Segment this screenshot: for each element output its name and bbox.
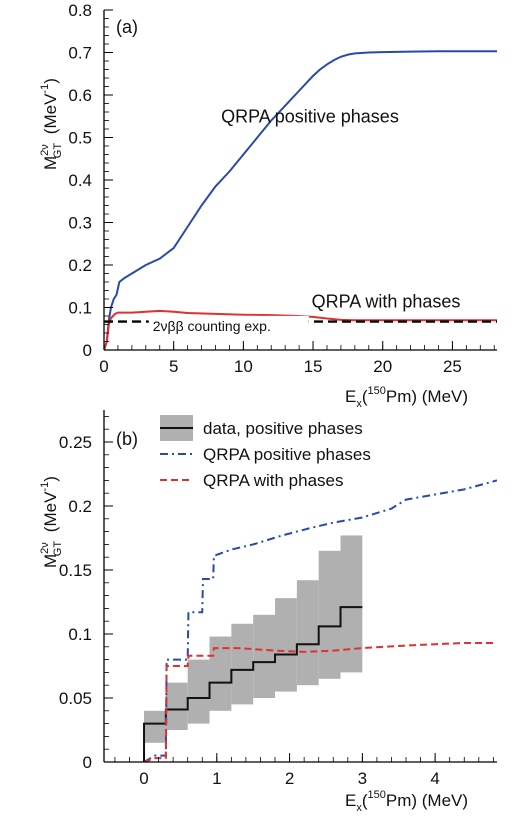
series-line-data-positive-phases (143, 606, 363, 762)
y-tick-label: 0.8 (68, 1, 92, 20)
x-tick-label: 5 (169, 357, 178, 376)
y-tick-label: 0 (83, 341, 92, 360)
panel-label: (b) (116, 429, 138, 449)
plot-area (143, 479, 497, 762)
x-tick-label: 15 (304, 357, 323, 376)
x-tick-label: 20 (373, 357, 392, 376)
panel-label: (a) (116, 17, 138, 37)
y-tick-label: 0.2 (68, 256, 92, 275)
error-band-bin (209, 636, 232, 711)
y-axis-label: M2νGT (MeV-1) (39, 476, 64, 568)
x-tick-label: 0 (99, 357, 108, 376)
error-band-bin (144, 710, 166, 743)
x-tick-label: 4 (430, 769, 439, 788)
y-axis-label-text: M2νGT (MeV-1) (39, 78, 64, 170)
x-tick-label: 2 (285, 769, 294, 788)
y-tick-label: 0.5 (68, 129, 92, 148)
panel-a: 0 5 10 15 20 25 0 0.1 0.2 0.3 0.4 0.5 0.6 0.7 0.8 (a) Ex… (39, 1, 497, 410)
x-tick-label: 10 (234, 357, 253, 376)
series-line-qrpa-positive-phases (143, 479, 497, 762)
y-tick-label: 0.6 (68, 86, 92, 105)
error-band-bin (340, 535, 363, 673)
error-band-bin (165, 682, 188, 730)
y-tick-label: 0.05 (59, 689, 92, 708)
error-band-bin (231, 623, 254, 705)
series-line-qrpa-with-phases (104, 309, 497, 350)
y-axis-label-text: M2νGT (MeV-1) (39, 476, 64, 568)
error-band-bin (275, 598, 297, 692)
y-axis-label: M2νGT (MeV-1) (39, 78, 64, 170)
annotation-label: QRPA with phases (312, 292, 461, 312)
annotation-label: QRPA positive phases (221, 107, 399, 127)
panel-b: 0 1 2 3 4 0 0.05 0.1 0.15 0.2 0.25 (b) Ex(150Pm) (Me… (39, 410, 497, 814)
x-tick-label: 3 (358, 769, 367, 788)
legend-entry-label: QRPA positive phases (203, 445, 371, 464)
legend-entry-label: data, positive phases (203, 419, 363, 438)
annotation-bg (148, 315, 309, 338)
series-line-qrpa-with-phases (143, 641, 497, 762)
y-tick-label: 0.15 (59, 561, 92, 580)
y-tick-label: 0.7 (68, 44, 92, 63)
legend-entry-label: QRPA with phases (203, 471, 343, 490)
error-band-bin (318, 550, 341, 679)
error-band-bin (187, 659, 210, 724)
error-band-bin (253, 614, 276, 698)
series-line-qrpa-positive-phases (104, 50, 497, 350)
y-tick-label: 0.2 (68, 497, 92, 516)
x-axis-label: Ex(150Pm) (MeV) (345, 385, 468, 410)
legend: data, positive phases QRPA positive phase… (160, 415, 371, 490)
y-tick-label: 0.1 (68, 625, 92, 644)
y-tick-label: 0.3 (68, 214, 92, 233)
annotation-label: 2νββ counting exp. (153, 318, 271, 334)
x-tick-label: 25 (443, 357, 462, 376)
x-tick-label: 0 (139, 769, 148, 788)
y-tick-label: 0.4 (68, 171, 92, 190)
error-band-bin (296, 580, 319, 686)
x-tick-label: 1 (212, 769, 221, 788)
y-tick-label: 0.25 (59, 433, 92, 452)
y-tick-label: 0.1 (68, 299, 92, 318)
x-axis-label: Ex(150Pm) (MeV) (345, 789, 468, 814)
y-tick-label: 0 (83, 753, 92, 772)
